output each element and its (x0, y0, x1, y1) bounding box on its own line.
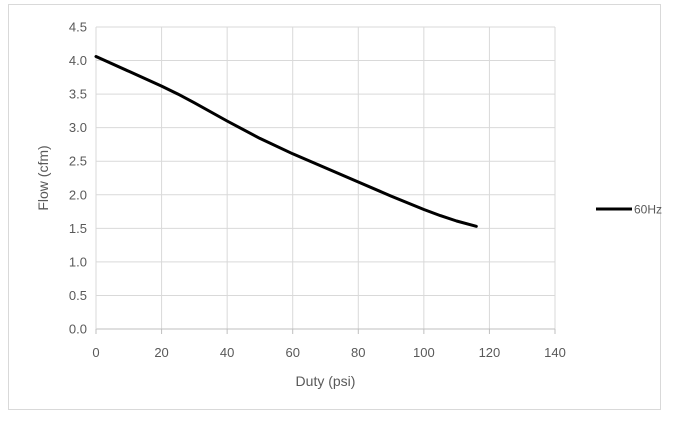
gridlines (96, 26, 556, 329)
y-tick-label: 1.5 (69, 221, 87, 236)
y-tick-label: 4.5 (69, 20, 87, 35)
x-tick-label: 120 (479, 345, 501, 360)
x-tick-label: 40 (220, 345, 234, 360)
series-line-60hz (94, 55, 478, 228)
y-tick-label: 1.0 (69, 254, 87, 269)
y-tick-label: 3.5 (69, 87, 87, 102)
y-tick-label: 0.5 (69, 288, 87, 303)
x-tick-label: 0 (92, 345, 99, 360)
legend-label-60hz: 60Hz (634, 203, 662, 217)
y-tick-label: 3.0 (69, 120, 87, 135)
legend: 60Hz (596, 203, 662, 217)
series-lines (94, 55, 478, 228)
x-axis-title: Duty (psi) (296, 373, 356, 389)
y-tick-label: 2.5 (69, 154, 87, 169)
x-tick-label: 140 (544, 345, 566, 360)
x-tick-label: 60 (285, 345, 299, 360)
y-axis-title: Flow (cfm) (35, 145, 51, 210)
y-tick-label: 2.0 (69, 187, 87, 202)
axes (95, 27, 556, 334)
x-tick-label: 100 (413, 345, 435, 360)
x-tick-label: 80 (351, 345, 365, 360)
y-tick-label: 0.0 (69, 322, 87, 337)
chart-frame (8, 4, 661, 410)
y-tick-label: 4.0 (69, 53, 87, 68)
x-tick-label: 20 (154, 345, 168, 360)
tick-labels: 0.0 0.5 1.0 1.5 2.0 2.5 3.0 3.5 4.0 4.5 0 20 40 60 80 1… (69, 20, 566, 361)
